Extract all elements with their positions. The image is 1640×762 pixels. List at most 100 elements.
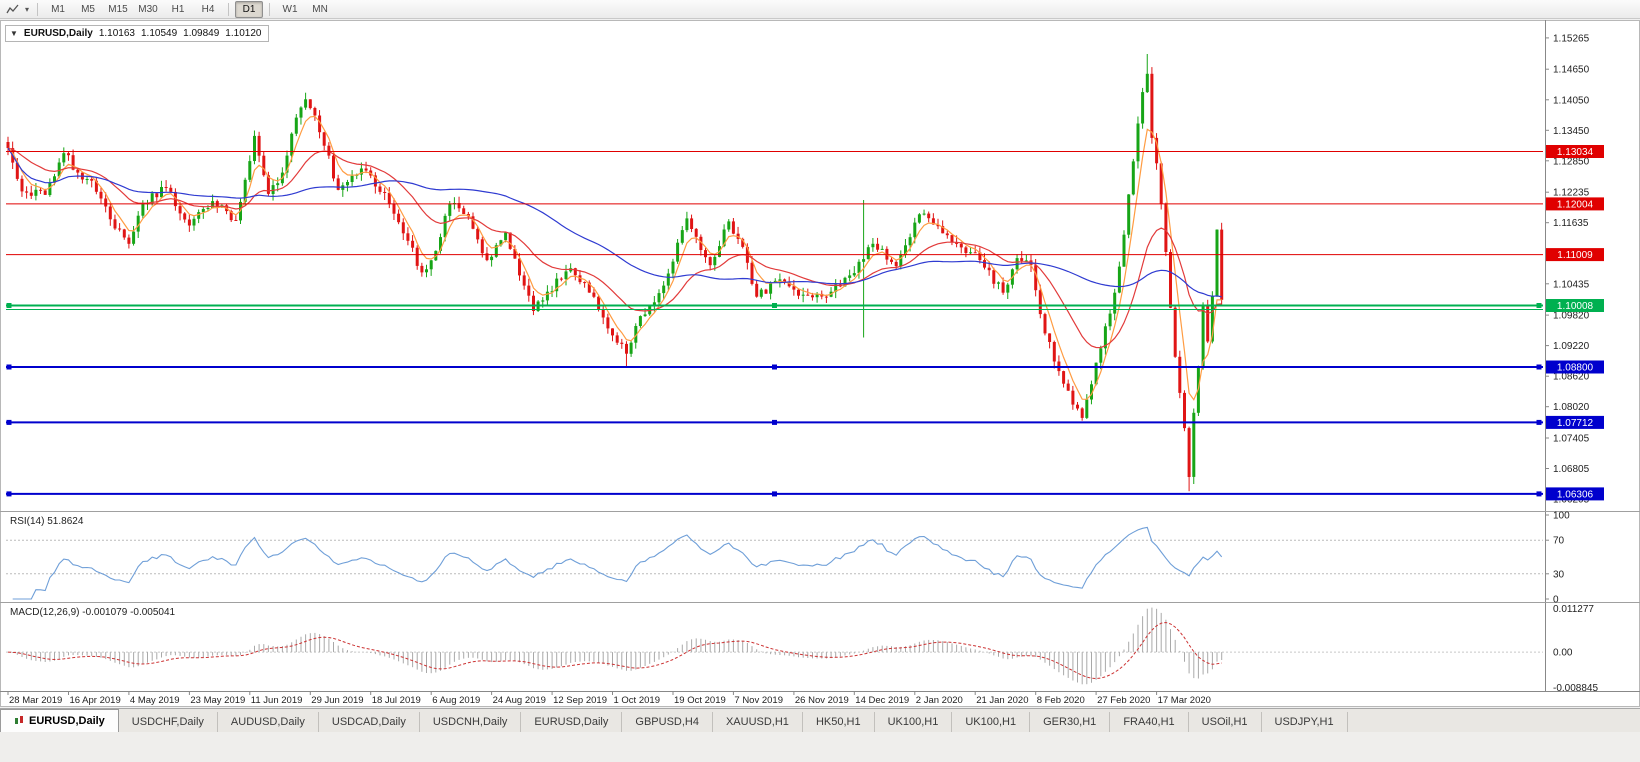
chart-tab[interactable]: USDCHF,Daily [118, 712, 218, 732]
tab-label: AUDUSD,Daily [230, 716, 305, 728]
price-axis-label: 1.06805 [1553, 464, 1590, 475]
level-price-tag [1546, 360, 1604, 374]
level-price-tag-label: 1.08800 [1557, 363, 1594, 374]
collapse-icon[interactable]: ▼ [10, 29, 18, 38]
level-price-tag-label: 1.11009 [1557, 250, 1593, 261]
date-axis-label: 24 Aug 2019 [493, 695, 546, 706]
date-axis-label: 1 Oct 2019 [614, 695, 660, 706]
chart-symbol-label: EURUSD,Daily [23, 28, 93, 39]
rsi-pane: 100 70 30 0 RSI(14) 51.8624 [6, 511, 1570, 606]
line-handle[interactable] [6, 419, 12, 425]
chart-tab-bar: EURUSD,Daily USDCHF,Daily AUDUSD,Daily USDC… [0, 708, 1640, 732]
level-price-tag [1546, 145, 1604, 158]
level-price-tag [1546, 299, 1604, 312]
date-axis-label: 11 Jun 2019 [251, 695, 303, 706]
chart-tab[interactable]: FRA40,H1 [1110, 712, 1189, 732]
macd-axis-label: 0.00 [1553, 648, 1573, 659]
level-price-tag-label: 1.07712 [1557, 418, 1594, 429]
line-handle[interactable] [6, 491, 12, 497]
chart-tab[interactable]: AUDUSD,Daily [217, 712, 319, 732]
level-price-tag [1546, 487, 1604, 501]
tab-label: UK100,H1 [887, 716, 939, 728]
line-handle[interactable] [6, 303, 12, 308]
chart-tab[interactable]: XAUUSD,H1 [712, 712, 803, 732]
moving-average-21-line [7, 147, 1222, 349]
price-axis-label: 1.08620 [1553, 372, 1590, 383]
toolbar-separator [37, 2, 39, 16]
chart-tab[interactable]: HK50,H1 [802, 712, 875, 732]
price-axis-label: 1.13450 [1553, 126, 1590, 137]
tab-label: XAUUSD,H1 [725, 716, 789, 728]
line-handle[interactable] [1536, 303, 1542, 308]
line-handle[interactable] [772, 303, 777, 308]
timeframe-button-m15[interactable]: M15 [108, 3, 128, 15]
status-bar [0, 732, 1640, 762]
macd-histogram [12, 607, 1223, 685]
date-axis-label: 6 Aug 2019 [432, 695, 480, 706]
date-axis: 28 Mar 2019 16 Apr 2019 4 May 2019 23 May 2… [7, 691, 1211, 706]
tab-chart-icon [14, 715, 24, 728]
timeframe-button-h1[interactable]: H1 [171, 3, 185, 15]
chart-tab[interactable]: USDCAD,Daily [318, 712, 420, 732]
chart-canvas[interactable]: 1.15265 1.14650 1.14050 1.13450 1.12850 1.122… [0, 0, 1640, 708]
plot-background[interactable] [0, 20, 1640, 707]
price-axis-label: 1.09820 [1553, 311, 1590, 322]
chart-ohlc-header: ▼ EURUSD,Daily 1.10163 1.10549 1.09849 1… [5, 25, 270, 42]
line-handle[interactable] [772, 491, 777, 497]
timeframe-button-w1[interactable]: W1 [282, 3, 298, 15]
line-handle[interactable] [1536, 419, 1542, 425]
toolbar-separator [269, 2, 271, 16]
date-axis-label: 23 May 2019 [190, 695, 245, 706]
price-axis: 1.15265 1.14650 1.14050 1.13450 1.12850 1.122… [1545, 20, 1604, 691]
level-price-tag-label: 1.13034 [1557, 147, 1594, 158]
chart-tools-icon[interactable] [4, 2, 21, 17]
level-price-tag [1546, 415, 1604, 429]
tab-label: HK50,H1 [815, 716, 861, 728]
rsi-axis-label: 30 [1553, 569, 1565, 580]
price-axis-label: 1.15265 [1553, 33, 1590, 44]
date-axis-label: 26 Nov 2019 [795, 695, 849, 706]
line-handle[interactable] [1536, 491, 1542, 497]
timeframe-button-m1[interactable]: M1 [51, 3, 65, 15]
line-handle[interactable] [6, 364, 12, 370]
chart-tab[interactable]: GBPUSD,H4 [622, 712, 713, 732]
timeframe-button-mn[interactable]: MN [312, 3, 328, 15]
tab-label: GBPUSD,H4 [635, 716, 699, 728]
tab-label: USDCNH,Daily [432, 716, 508, 728]
timeframe-button-m5[interactable]: M5 [81, 3, 95, 15]
chart-tab[interactable]: UK100,H1 [952, 712, 1031, 732]
ohlc-low: 1.09849 [183, 28, 220, 39]
timeframe-button-h4[interactable]: H4 [201, 3, 215, 15]
tab-label: EURUSD,Daily [534, 716, 609, 728]
date-axis-label: 29 Jun 2019 [311, 695, 363, 706]
chart-tab[interactable]: USOil,H1 [1188, 712, 1262, 732]
macd-pane: 0.011277 0.00 -0.008845 MACD(12,26,9) -0.00… [6, 604, 1598, 694]
price-axis-label: 1.11635 [1553, 218, 1589, 229]
level-price-tag [1546, 248, 1604, 262]
line-handle[interactable] [772, 419, 777, 425]
line-handle[interactable] [1536, 364, 1542, 370]
rsi-axis-label: 100 [1553, 511, 1570, 522]
date-axis-label: 14 Dec 2019 [855, 695, 909, 706]
timeframe-button-d1[interactable]: D1 [235, 0, 264, 18]
level-price-tag [1546, 197, 1604, 211]
macd-signal-line [7, 621, 1222, 680]
tab-label: FRA40,H1 [1123, 716, 1175, 728]
timeframe-button-m30[interactable]: M30 [138, 3, 158, 15]
line-handle[interactable] [772, 364, 777, 370]
price-axis-label: 1.07405 [1553, 434, 1590, 445]
chart-tab[interactable]: EURUSD,Daily [521, 712, 623, 732]
level-price-tag-label: 1.10008 [1557, 301, 1594, 312]
chart-tab[interactable]: UK100,H1 [874, 712, 953, 732]
chart-tab[interactable]: EURUSD,Daily [0, 709, 119, 732]
tab-label: USOil,H1 [1201, 716, 1248, 728]
date-axis-label: 28 Mar 2019 [9, 695, 62, 706]
tab-label: USDCHF,Daily [131, 716, 204, 728]
chart-tab[interactable]: USDCNH,Daily [419, 712, 522, 732]
date-axis-label: 19 Oct 2019 [674, 695, 726, 706]
chart-tab[interactable]: USDJPY,H1 [1261, 712, 1348, 732]
price-axis-label: 1.14650 [1553, 65, 1590, 76]
ohlc-high: 1.10549 [140, 28, 178, 39]
chart-tab[interactable]: GER30,H1 [1030, 712, 1111, 732]
dropdown-caret-icon[interactable]: ▾ [25, 4, 30, 14]
